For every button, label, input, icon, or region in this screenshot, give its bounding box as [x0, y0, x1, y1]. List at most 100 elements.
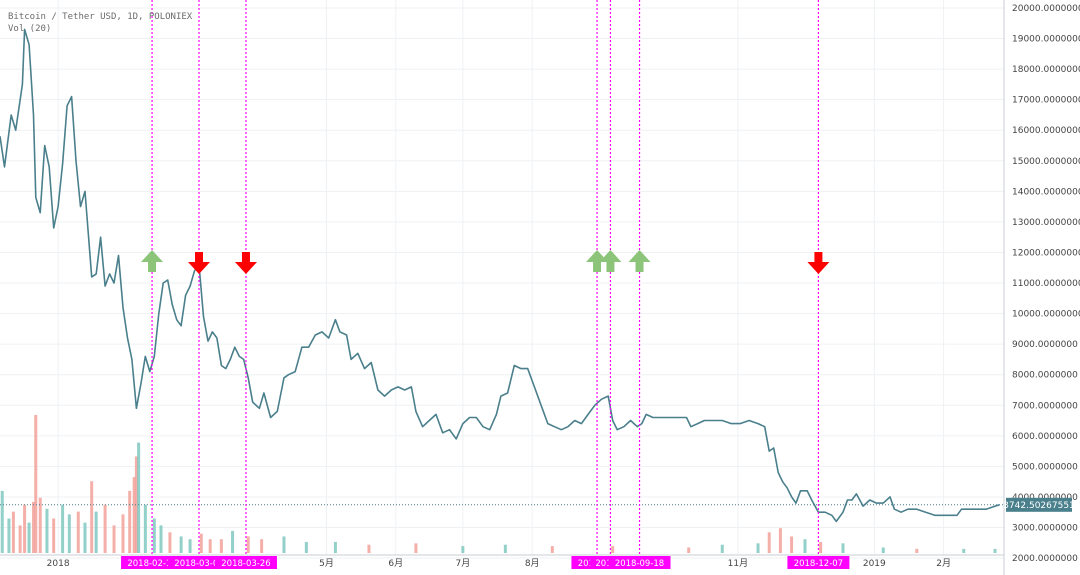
- volume-bar: [23, 504, 27, 553]
- y-tick-label: 11000.0000000: [1012, 279, 1080, 289]
- volume-bar: [45, 508, 49, 553]
- volume-bar: [208, 539, 212, 553]
- volume-bar: [159, 525, 163, 553]
- volume-bar: [790, 536, 794, 553]
- y-tick-label: 13000.0000000: [1012, 218, 1080, 228]
- y-tick-label: 16000.0000000: [1012, 126, 1080, 136]
- volume-bar: [67, 514, 71, 553]
- y-tick-label: 8000.0000000: [1012, 371, 1078, 381]
- volume-bar: [76, 511, 80, 553]
- volume-bar: [503, 544, 507, 553]
- volume-bar: [188, 539, 192, 553]
- volume-bar: [219, 539, 223, 553]
- volume-bar: [152, 518, 156, 553]
- signal-date-label: 2018-09-18: [615, 559, 664, 569]
- down-arrow-icon: [234, 252, 257, 274]
- y-tick-label: 3000.0000000: [1012, 523, 1078, 533]
- x-tick-label: 2月: [936, 558, 951, 569]
- volume-bar: [550, 546, 554, 553]
- y-tick-label: 18000.0000000: [1012, 65, 1080, 75]
- up-arrow-icon: [628, 250, 651, 272]
- volume-bar: [179, 536, 183, 553]
- indicator-label: Vol (20): [8, 24, 52, 34]
- x-tick-label: 5月: [319, 558, 334, 569]
- volume-bar: [962, 548, 966, 553]
- y-tick-label: 2000.0000000: [1012, 554, 1078, 564]
- volume-bar: [803, 539, 807, 553]
- volume-bar: [260, 539, 264, 553]
- y-tick-label: 19000.0000000: [1012, 35, 1080, 45]
- y-tick-label: 7000.0000000: [1012, 401, 1078, 411]
- x-tick-label: 2018: [47, 559, 70, 569]
- up-arrow-icon: [599, 250, 622, 272]
- down-arrow-icon: [188, 252, 211, 274]
- signal-date-label: 2018-03-05: [174, 559, 223, 569]
- volume-bar: [94, 511, 98, 553]
- volume-bar: [199, 533, 203, 553]
- signal-date-label: 2018-02-12: [127, 559, 176, 569]
- y-tick-label: 12000.0000000: [1012, 248, 1080, 258]
- signal-date-box: [214, 556, 277, 569]
- x-tick-label: 6月: [388, 558, 403, 569]
- volume-bar: [231, 530, 235, 553]
- y-tick-label: 17000.0000000: [1012, 96, 1080, 106]
- volume-bar: [83, 522, 87, 553]
- y-tick-label: 10000.0000000: [1012, 310, 1080, 320]
- x-tick-label: 8月: [525, 558, 540, 569]
- volume-bar: [61, 504, 65, 553]
- grid-layer: [0, 0, 1004, 559]
- volume-bars: [0, 415, 997, 553]
- y-tick-label: 15000.0000000: [1012, 157, 1080, 167]
- signal-date-box: [787, 556, 850, 569]
- signal-date-label: 2018-03-26: [221, 559, 270, 569]
- up-arrow-icon: [141, 250, 164, 272]
- y-tick-label: 14000.0000000: [1012, 187, 1080, 197]
- volume-bar: [168, 532, 172, 553]
- last-price-label: 3742.50267551: [1003, 501, 1075, 511]
- volume-bar: [134, 456, 138, 553]
- down-arrow-icon: [807, 252, 830, 274]
- volume-bar: [0, 490, 4, 553]
- signal-markers: 2018-02-122018-03-052018-03-262018-08-20…: [121, 0, 850, 569]
- signal-date-box: [121, 556, 184, 569]
- volume-bar: [611, 546, 615, 553]
- signal-date-box: [168, 556, 231, 569]
- volume-bar: [32, 501, 36, 553]
- volume-bar: [52, 518, 56, 553]
- volume-bar: [103, 504, 107, 553]
- volume-bar: [767, 532, 771, 553]
- up-arrow-icon: [586, 250, 609, 272]
- x-tick-label: 2019: [863, 559, 886, 569]
- volume-bar: [38, 497, 42, 553]
- volume-bar: [34, 415, 38, 553]
- y-tick-label: 6000.0000000: [1012, 432, 1078, 442]
- volume-bar: [121, 514, 125, 553]
- signal-date-box: [608, 556, 671, 569]
- volume-bar: [993, 548, 997, 553]
- volume-bar: [112, 525, 116, 553]
- y-tick-label: 20000.0000000: [1012, 4, 1080, 14]
- volume-bar: [304, 541, 308, 553]
- volume-bar: [687, 547, 691, 553]
- price-line: [0, 28, 1000, 523]
- volume-bar: [819, 541, 823, 553]
- volume-bar: [367, 544, 371, 553]
- volume-bar: [282, 536, 286, 553]
- volume-bar: [915, 548, 919, 553]
- signal-date-label: 2018-12-07: [794, 559, 843, 569]
- volume-bar: [881, 547, 885, 553]
- volume-bar: [7, 518, 11, 553]
- chart-title: Bitcoin / Tether USD, 1D, POLONIEX: [8, 12, 193, 22]
- volume-bar: [27, 522, 31, 553]
- y-tick-label: 5000.0000000: [1012, 462, 1078, 472]
- y-tick-label: 9000.0000000: [1012, 340, 1078, 350]
- volume-bar: [778, 528, 782, 553]
- volume-bar: [246, 536, 250, 553]
- volume-bar: [756, 543, 760, 553]
- volume-bar: [11, 511, 15, 553]
- volume-bar: [143, 504, 147, 553]
- volume-bar: [128, 490, 132, 553]
- volume-bar: [333, 541, 337, 553]
